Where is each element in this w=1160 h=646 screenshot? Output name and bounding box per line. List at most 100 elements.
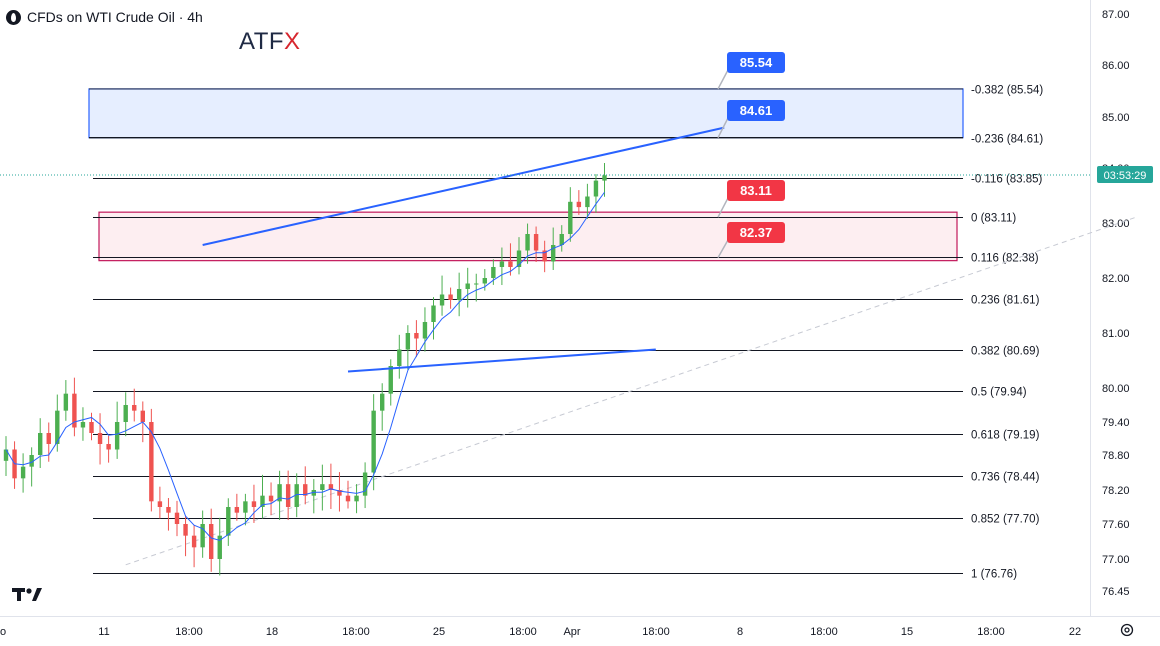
candle-body <box>243 501 248 513</box>
candle-body <box>63 393 69 411</box>
x-tick-label: 22 <box>1069 626 1081 638</box>
fib-level-label: -0.116 (83.85) <box>971 174 1043 186</box>
x-tick-label: 18:00 <box>977 626 1005 638</box>
y-tick-label: 85.00 <box>1102 112 1130 124</box>
candle-body <box>149 422 154 502</box>
lower-trendline <box>347 348 656 373</box>
y-tick-label: 86.00 <box>1102 60 1130 72</box>
candle-body <box>380 393 385 411</box>
candle-body <box>277 484 282 502</box>
candle-body <box>106 444 111 450</box>
candle-body <box>268 495 274 502</box>
candle-body <box>568 201 573 234</box>
y-tick-label: 76.45 <box>1102 586 1130 598</box>
x-tick-label: 18:00 <box>642 626 670 638</box>
gear-icon[interactable] <box>1116 619 1138 641</box>
candle-body <box>525 234 530 251</box>
resistance-zone <box>88 88 964 139</box>
candle-body <box>345 495 351 502</box>
candle-body <box>499 261 505 267</box>
candle-body <box>38 433 43 455</box>
y-tick-label: 81.00 <box>1102 328 1130 340</box>
price-badge-label: 84.61 <box>740 103 773 118</box>
candle-body <box>516 250 522 267</box>
fib-level-label: 0.618 (79.19) <box>971 430 1040 442</box>
x-tick-label: 18:00 <box>175 626 203 638</box>
x-tick-label: 15 <box>901 626 913 638</box>
candle-body <box>260 495 265 507</box>
price-badge-label: 82.37 <box>740 225 773 240</box>
y-tick-label: 78.80 <box>1102 450 1130 462</box>
candle-body <box>251 501 257 507</box>
price-badge <box>727 52 785 73</box>
candle-body <box>328 484 334 490</box>
candle-body <box>157 501 163 507</box>
candle-body <box>474 283 479 285</box>
fib-level-label: 0.236 (81.61) <box>971 295 1040 307</box>
candle-body <box>465 283 470 289</box>
countdown-badge <box>1097 166 1153 183</box>
candle-body <box>166 507 171 513</box>
x-tick-label: 18:00 <box>810 626 838 638</box>
candle-body <box>303 484 308 496</box>
x-tick-label: 25 <box>433 626 445 638</box>
candle-body <box>371 410 376 473</box>
y-tick-label: 87.00 <box>1102 9 1130 21</box>
candle-body <box>46 433 51 444</box>
candle-body <box>388 366 393 394</box>
fib-level-label: -0.236 (84.61) <box>971 134 1043 146</box>
candle-body <box>362 472 368 496</box>
tradingview-logo-icon[interactable] <box>12 585 44 608</box>
brand-suffix: X <box>284 28 301 55</box>
badge-pointer <box>717 197 729 218</box>
candle-body <box>217 535 222 559</box>
long-term-trendline <box>125 217 1135 566</box>
candle-body <box>174 512 180 524</box>
candle-body <box>89 422 94 433</box>
y-tick-label: 78.20 <box>1102 485 1130 497</box>
fib-level-label: 0.736 (78.44) <box>971 472 1040 484</box>
badge-pointer <box>717 117 729 139</box>
candle-body <box>320 484 325 490</box>
price-badge <box>727 222 785 243</box>
candle-body <box>80 422 86 428</box>
y-tick-label: 80.00 <box>1102 383 1130 395</box>
fib-level-label: 0.5 (79.94) <box>971 387 1027 399</box>
candle-body <box>508 261 513 267</box>
candle-body <box>209 524 214 559</box>
fib-level-label: 1 (76.76) <box>971 569 1017 581</box>
candle-body <box>533 234 539 251</box>
price-badge <box>727 100 785 121</box>
price-badge-label: 83.11 <box>740 183 772 198</box>
price-badge-label: 85.54 <box>740 55 773 70</box>
candle-body <box>132 405 137 411</box>
oil-drop-icon <box>6 9 21 25</box>
fib-level-label: 0 (83.11) <box>971 213 1016 225</box>
candle-body <box>311 490 316 496</box>
candle-body <box>482 278 487 284</box>
x-tick-label: 11 <box>98 626 109 638</box>
y-tick-label: 82.00 <box>1102 273 1130 285</box>
price-badge <box>727 180 785 201</box>
candle-body <box>337 490 342 496</box>
fib-level-label: 0.116 (82.38) <box>971 253 1039 265</box>
symbol-title: CFDs on WTI Crude Oil · 4h <box>27 9 203 25</box>
badge-pointer <box>717 69 729 90</box>
countdown-label: 03:53:29 <box>1104 170 1147 182</box>
candle-body <box>448 294 453 300</box>
upper-trendline <box>202 126 725 246</box>
y-tick-label: 77.00 <box>1102 554 1130 566</box>
candle-body <box>602 175 607 181</box>
candle-body <box>97 433 103 444</box>
candle-body <box>294 484 299 507</box>
candle-body <box>123 405 128 422</box>
candle-body <box>559 234 564 245</box>
candle-body <box>234 507 240 513</box>
x-tick-label: Apr <box>563 626 580 638</box>
symbol-header[interactable]: CFDs on WTI Crude Oil · 4h <box>6 5 209 29</box>
candle-body <box>422 322 428 339</box>
y-tick-label: 79.40 <box>1102 417 1130 429</box>
badge-pointer <box>717 239 729 259</box>
